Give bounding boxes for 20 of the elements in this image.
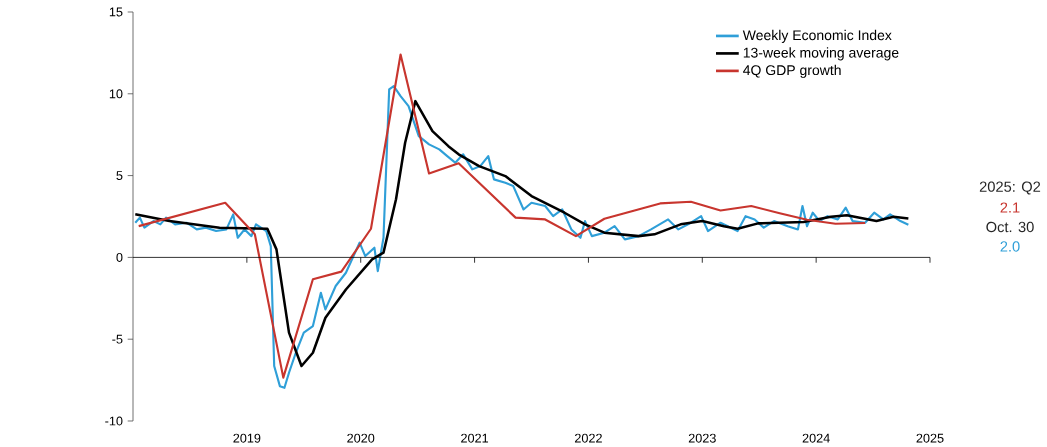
x-tick-label: 2019 [233, 433, 261, 443]
text: 2.0 [1000, 241, 1020, 252]
y-tick-label: 0 [116, 252, 123, 262]
x-tick-label: 2020 [347, 433, 375, 443]
x-tick-label: 2024 [802, 433, 830, 443]
text: 2.1 [1000, 202, 1020, 213]
y-tick-label: 10 [109, 89, 123, 99]
text: 2025: Q2 [979, 181, 1041, 195]
y-tick-label: -5 [112, 334, 123, 344]
y-tick-label: 15 [109, 7, 123, 17]
y-tick-label: -10 [105, 416, 123, 426]
x-tick-label: 2023 [688, 433, 716, 443]
legend-label: 13-week moving average [743, 47, 899, 61]
legend-label: 4Q GDP growth [743, 64, 841, 78]
x-tick-label: 2025 [916, 433, 944, 443]
legend-label: Weekly Economic Index [742, 29, 892, 43]
y-tick-label: 5 [116, 171, 123, 180]
x-tick-label: 2022 [574, 433, 602, 443]
x-tick-label: 2021 [461, 433, 489, 443]
text: Oct. 30 [986, 221, 1034, 233]
